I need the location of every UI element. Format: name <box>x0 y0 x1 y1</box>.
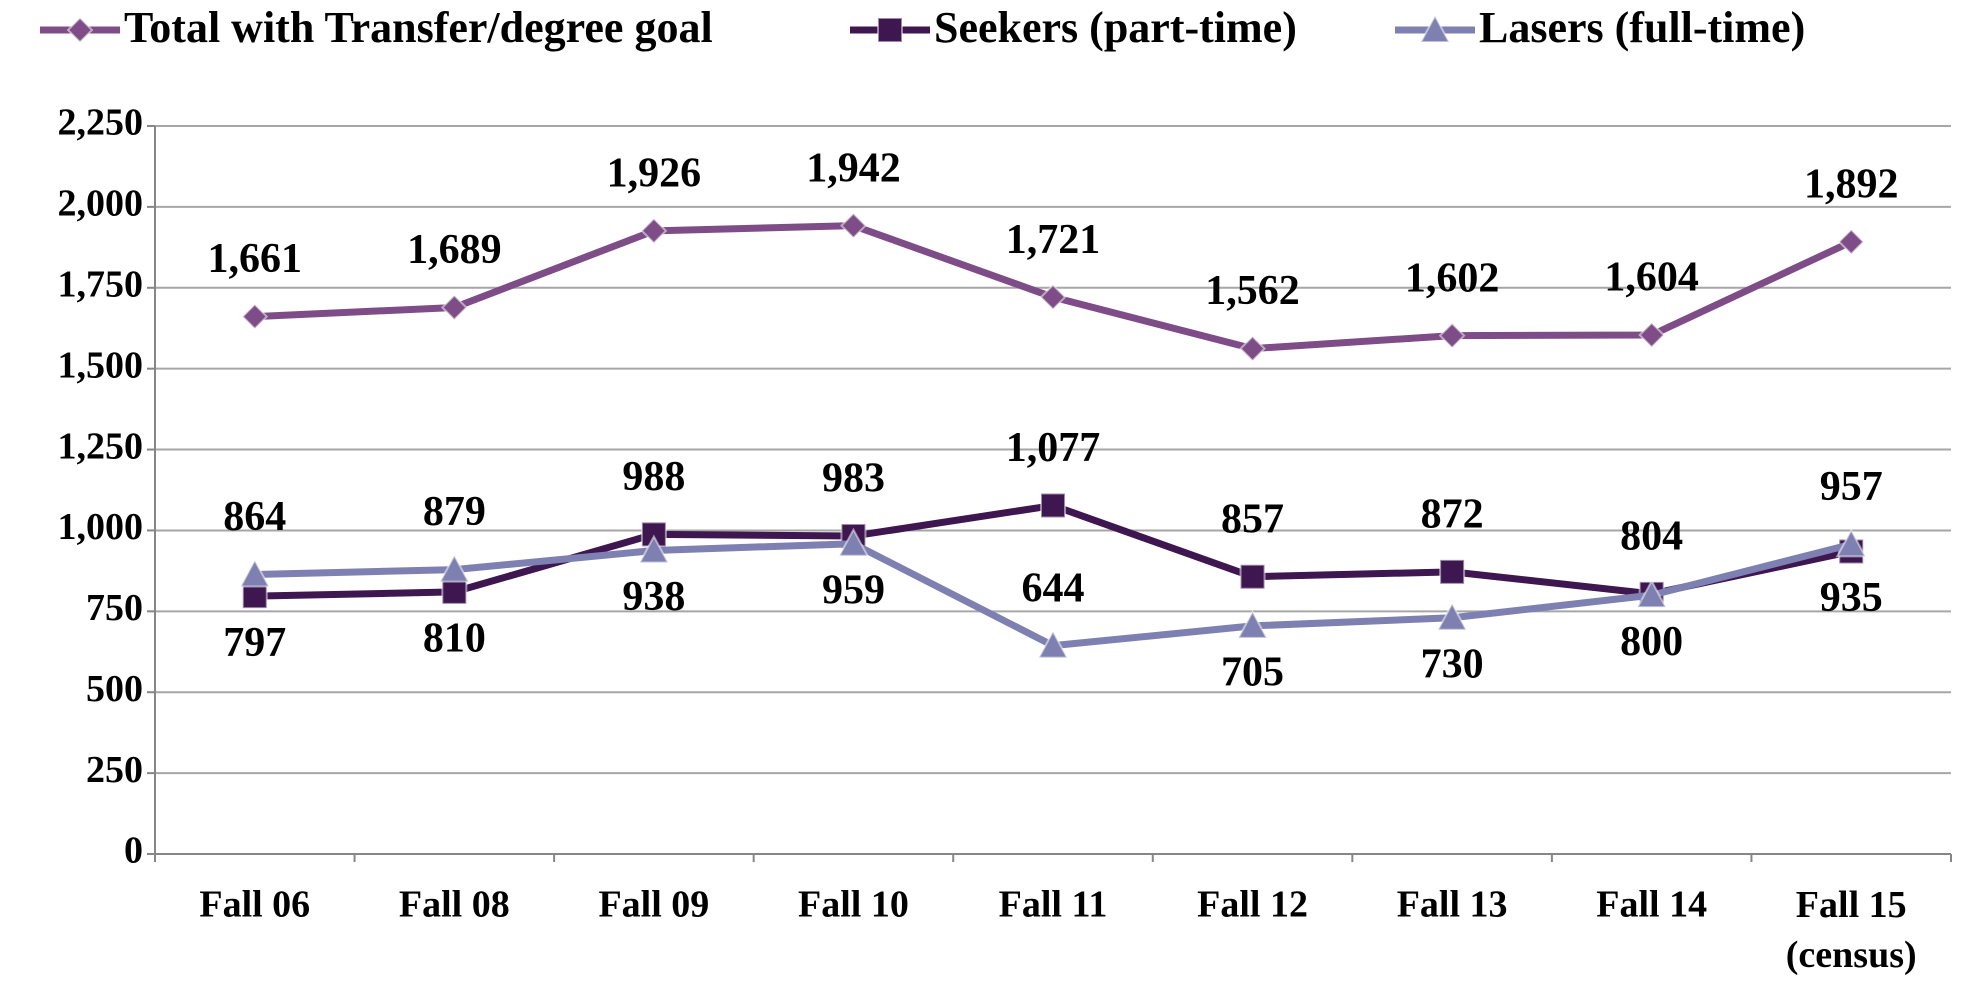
data-label: 1,689 <box>407 227 502 273</box>
marker <box>440 294 468 321</box>
x-tick-label: Fall 15 (census) <box>1786 884 1917 976</box>
marker <box>1638 321 1666 349</box>
y-tick-label: 2,250 <box>58 102 144 144</box>
data-label: 810 <box>423 616 486 662</box>
x-tick-label: Fall 13 <box>1397 884 1508 926</box>
data-label: 1,892 <box>1804 161 1899 207</box>
x-tick-label: Fall 09 <box>598 884 709 926</box>
data-label: 864 <box>223 494 286 540</box>
marker <box>438 553 471 583</box>
legend-label: Lasers (full-time) <box>1479 3 1805 52</box>
marker <box>640 217 668 245</box>
marker <box>66 16 94 44</box>
marker <box>1037 629 1069 659</box>
data-label: 1,721 <box>1006 217 1101 263</box>
marker <box>877 17 903 43</box>
legend-label: Seekers (part-time) <box>934 3 1297 52</box>
y-tick-label: 1,000 <box>58 506 144 548</box>
data-label: 1,926 <box>607 150 702 196</box>
data-label: 935 <box>1820 575 1883 621</box>
x-tick-label: Fall 11 <box>999 884 1108 926</box>
data-label: 857 <box>1221 496 1284 542</box>
data-label: 938 <box>622 574 685 620</box>
x-tick-label: Fall 14 <box>1596 884 1707 926</box>
data-label: 800 <box>1620 619 1683 665</box>
marker <box>441 578 468 605</box>
marker <box>239 558 271 588</box>
data-label: 1,077 <box>1006 425 1101 471</box>
marker <box>1239 563 1266 590</box>
y-tick-label: 500 <box>86 668 143 710</box>
legend-label: Total with Transfer/degree goal <box>124 3 713 52</box>
marker <box>1438 322 1466 350</box>
marker <box>241 583 268 610</box>
data-label: 1,562 <box>1205 268 1300 314</box>
data-label: 988 <box>622 454 685 500</box>
data-label: 804 <box>1620 514 1683 560</box>
y-tick-label: 1,250 <box>58 425 144 467</box>
marker <box>1239 335 1266 363</box>
data-label: 1,604 <box>1604 255 1699 301</box>
marker <box>638 534 670 564</box>
data-label: 983 <box>822 456 885 502</box>
data-label: 957 <box>1820 464 1883 510</box>
marker <box>1837 228 1865 256</box>
data-label: 879 <box>423 489 486 535</box>
data-label: 959 <box>822 567 885 613</box>
data-label: 1,661 <box>208 236 303 282</box>
y-tick-label: 750 <box>86 587 143 629</box>
x-tick-label: Fall 06 <box>199 884 310 926</box>
data-label: 797 <box>223 620 286 666</box>
data-label: 644 <box>1022 565 1085 611</box>
marker <box>1419 13 1451 43</box>
marker <box>1236 609 1269 639</box>
marker <box>1835 528 1867 558</box>
x-tick-label: Fall 10 <box>798 884 909 926</box>
y-tick-label: 250 <box>86 749 143 791</box>
marker <box>840 212 867 240</box>
x-tick-label: Fall 08 <box>399 884 510 926</box>
y-tick-label: 1,500 <box>58 344 144 386</box>
marker <box>1635 579 1668 609</box>
marker <box>241 303 269 330</box>
marker <box>1040 492 1066 519</box>
data-label: 872 <box>1421 492 1484 538</box>
marker <box>837 527 870 557</box>
y-tick-label: 2,000 <box>58 183 144 225</box>
x-tick-label: Fall 12 <box>1197 884 1308 926</box>
marker <box>1439 558 1466 585</box>
y-tick-label: 0 <box>124 830 143 872</box>
data-label: 1,942 <box>806 145 901 191</box>
marker <box>640 521 667 548</box>
data-label: 730 <box>1421 641 1484 687</box>
marker <box>1039 283 1067 311</box>
data-label: 705 <box>1221 650 1284 696</box>
data-label: 1,602 <box>1405 255 1500 301</box>
marker <box>1436 601 1468 631</box>
y-tick-label: 1,750 <box>58 263 144 305</box>
